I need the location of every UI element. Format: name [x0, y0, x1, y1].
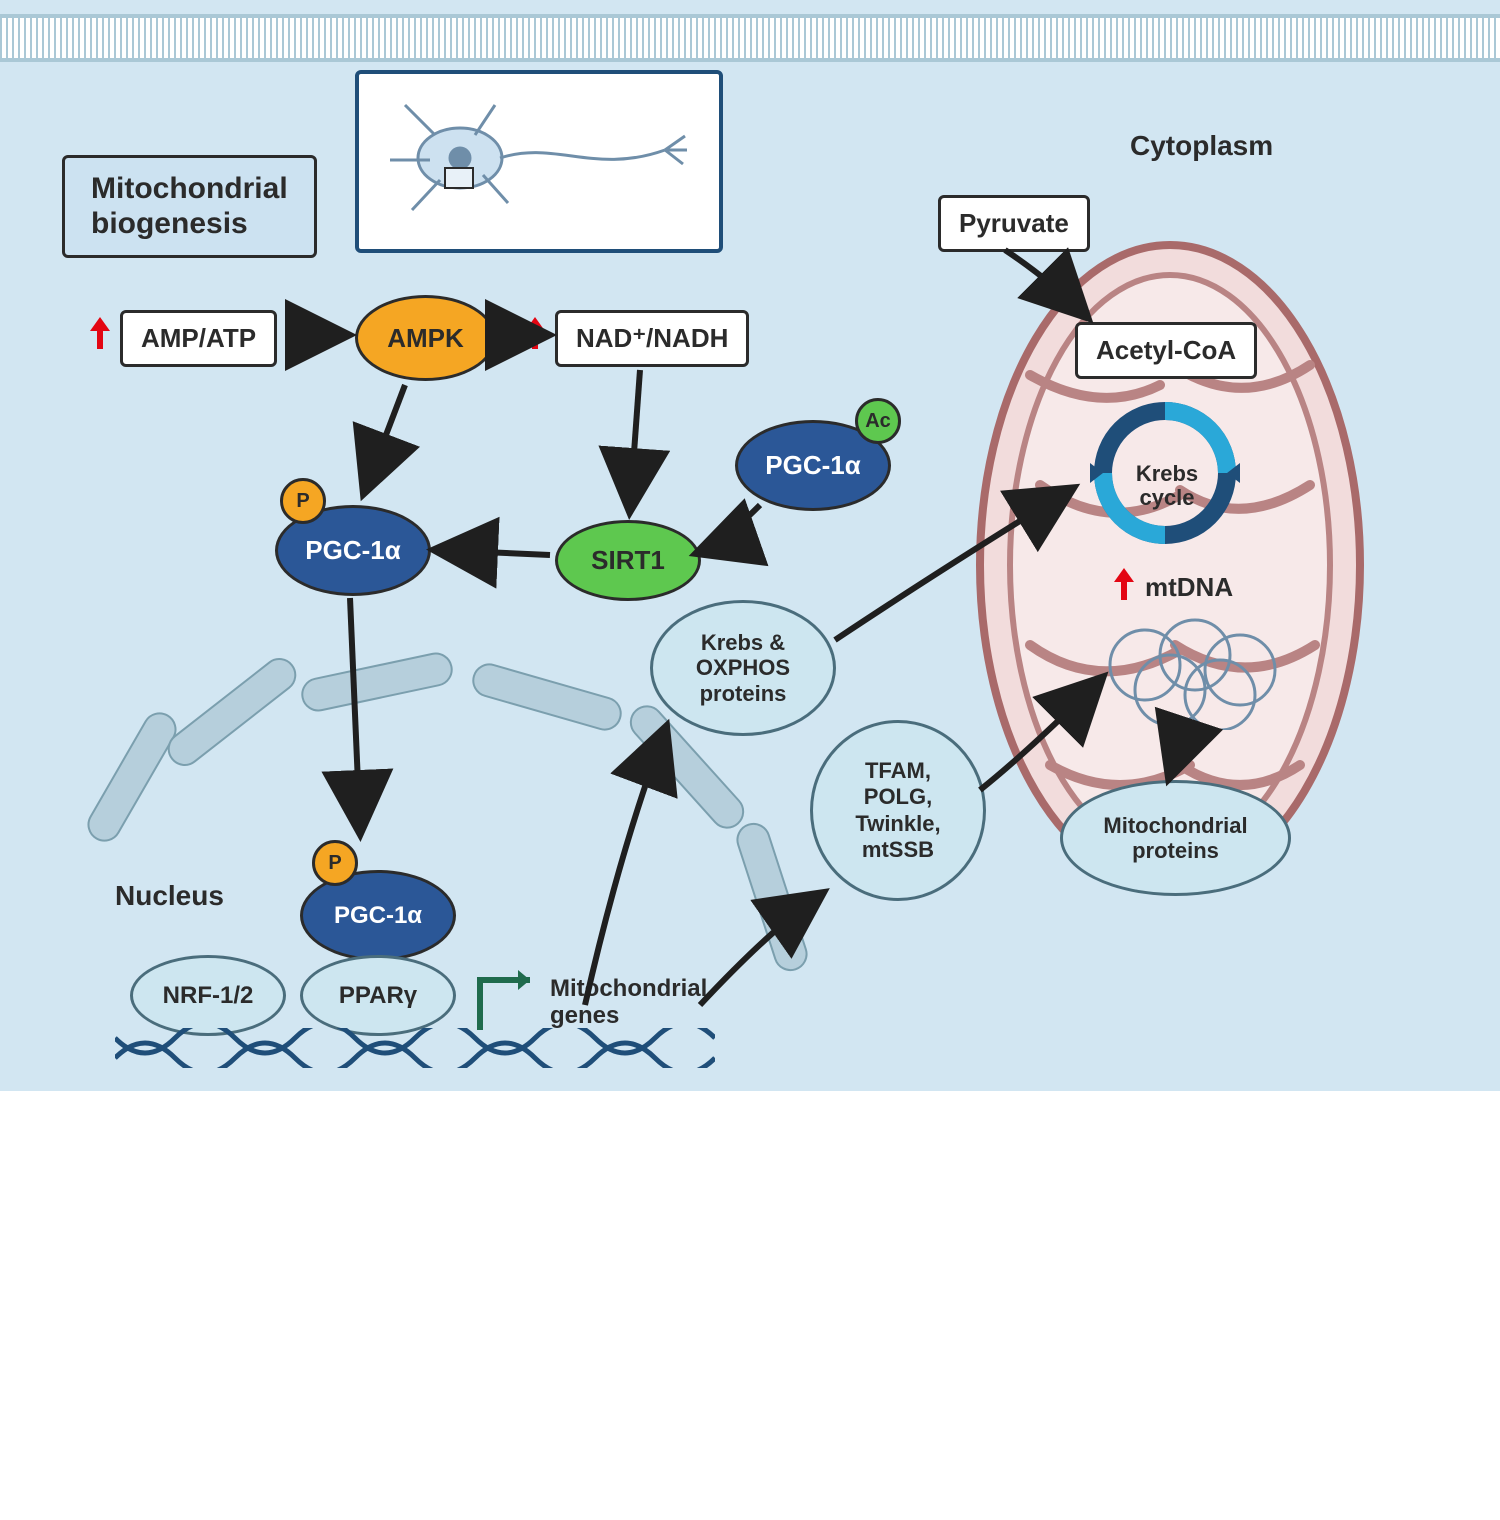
krebs-cycle-label: Krebs cycle: [1122, 438, 1212, 511]
krebs-oxphos-text: Krebs & OXPHOS proteins: [696, 630, 790, 706]
phospho-tag-nucleus: P: [312, 840, 358, 886]
tfam-etc-text: TFAM, POLG, Twinkle, mtSSB: [855, 758, 940, 864]
ampk-text: AMPK: [387, 323, 464, 354]
acetyl-tag: Ac: [855, 398, 901, 444]
ampk-node: AMPK: [355, 295, 496, 381]
transcription-arrow-icon: [470, 960, 550, 1040]
phospho-tag-nucleus-text: P: [328, 852, 341, 875]
cytoplasm-label: Cytoplasm: [1130, 130, 1273, 162]
acetyl-coa-text: Acetyl-CoA: [1096, 335, 1236, 366]
pyruvate-box: Pyruvate: [938, 195, 1090, 252]
amp-atp-box: AMP/ATP: [120, 310, 277, 367]
nad-nadh-text: NAD⁺/NADH: [576, 323, 728, 354]
mitochondrial-genes-label: Mitochondrial genes: [550, 950, 707, 1029]
pgc1a-ac-text: PGC-1α: [765, 450, 860, 481]
mito-proteins-node: Mitochondrial proteins: [1060, 780, 1291, 896]
phospho-tag-text: P: [296, 490, 309, 513]
sirt1-node: SIRT1: [555, 520, 701, 601]
amp-atp-text: AMP/ATP: [141, 323, 256, 354]
sirt1-text: SIRT1: [591, 545, 665, 576]
tfam-etc-node: TFAM, POLG, Twinkle, mtSSB: [810, 720, 986, 901]
ppary-node: PPARγ: [300, 955, 456, 1036]
dna-helix-icon: [115, 1028, 715, 1068]
cell-membrane: [0, 14, 1500, 62]
up-arrow-icon: [1115, 570, 1133, 600]
krebs-cycle-text: Krebs cycle: [1136, 461, 1198, 510]
acetyl-tag-text: Ac: [865, 410, 891, 433]
nrf12-text: NRF-1/2: [163, 982, 254, 1010]
pgc1a-p-text: PGC-1α: [305, 535, 400, 566]
mtdna-rings-icon: [1100, 610, 1290, 730]
neuron-icon: [365, 80, 705, 235]
title-box: Mitochondrial biogenesis: [62, 155, 317, 258]
up-arrow-icon: [91, 319, 109, 349]
up-arrow-icon: [526, 319, 544, 349]
pyruvate-text: Pyruvate: [959, 208, 1069, 239]
acetyl-coa-box: Acetyl-CoA: [1075, 322, 1257, 379]
mtdna-text: mtDNA: [1145, 572, 1233, 602]
title-text: Mitochondrial biogenesis: [91, 172, 288, 240]
pgc1a-nucleus-text: PGC-1α: [334, 902, 422, 930]
phospho-tag: P: [280, 478, 326, 524]
nrf12-node: NRF-1/2: [130, 955, 286, 1036]
mitochondrial-genes-text: Mitochondrial genes: [550, 975, 707, 1028]
pgc1a-nucleus-node: PGC-1α: [300, 870, 456, 961]
nad-nadh-box: NAD⁺/NADH: [555, 310, 749, 367]
mito-proteins-text: Mitochondrial proteins: [1103, 813, 1247, 864]
ppary-text: PPARγ: [339, 982, 417, 1010]
krebs-oxphos-node: Krebs & OXPHOS proteins: [650, 600, 836, 736]
mtdna-label: mtDNA: [1145, 572, 1233, 603]
